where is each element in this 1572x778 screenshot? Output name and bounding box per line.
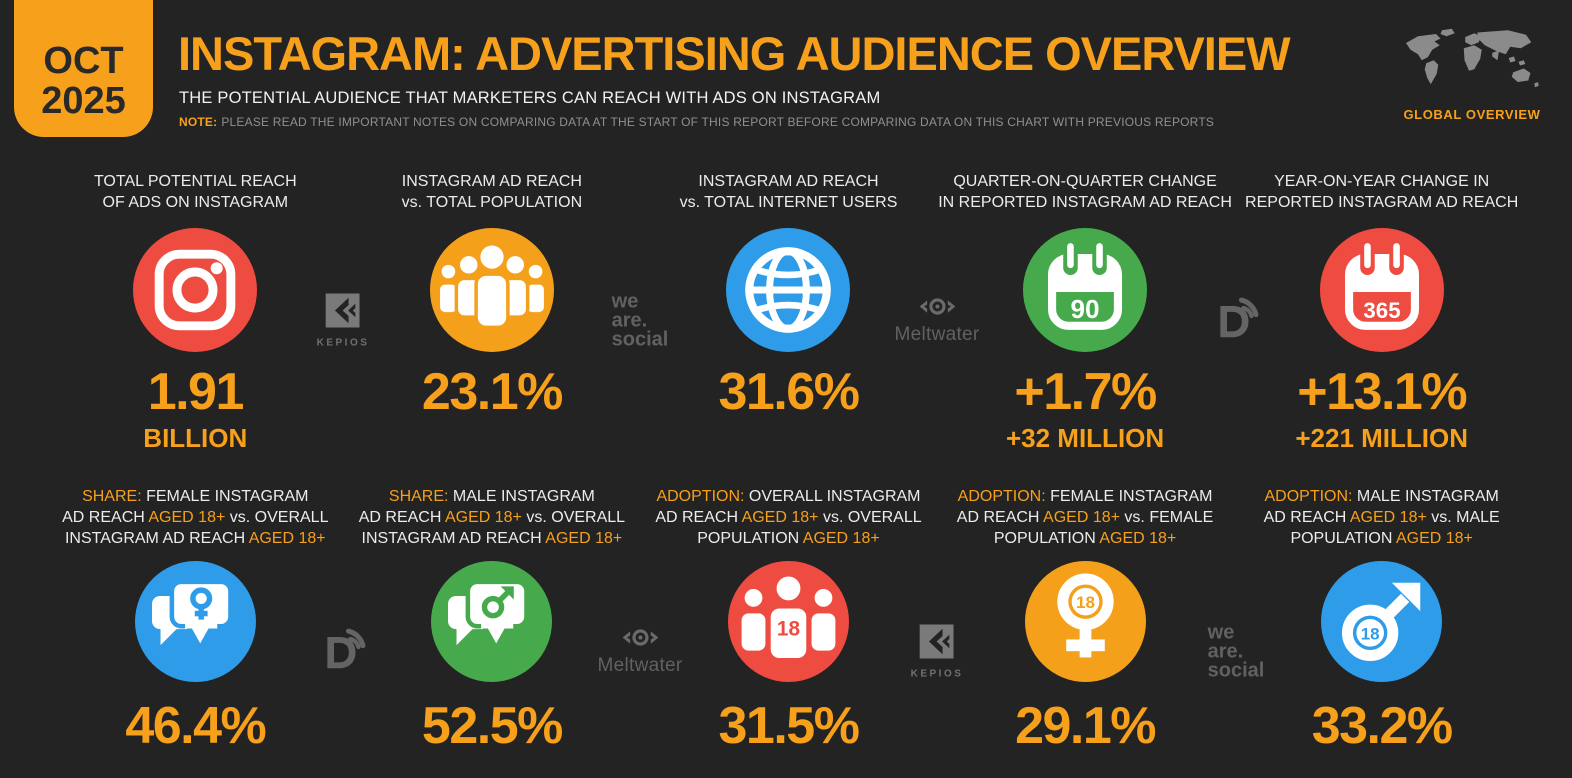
stat-label: INSTAGRAM AD REACH vs. TOTAL INTERNET USE… (679, 173, 898, 211)
stat-card: ADOPTION: FEMALE INSTAGRAM AD REACH AGED … (937, 487, 1234, 752)
note-text: PLEASE READ THE IMPORTANT NOTES ON COMPA… (221, 115, 1215, 129)
stat-label: ADOPTION: FEMALE INSTAGRAM AD REACH AGED … (956, 488, 1214, 547)
stat-value: 31.6% (718, 363, 860, 421)
region-label: GLOBAL OVERVIEW (1403, 107, 1541, 122)
stat-label: ADOPTION: OVERALL INSTAGRAM AD REACH AGED… (655, 488, 922, 547)
stat-card: TOTAL POTENTIAL REACH OF ADS ON INSTAGRAM… (47, 172, 344, 451)
meltwater-logo: Meltwater (597, 627, 682, 677)
stat-value: 1.91 (147, 363, 245, 421)
page-title: INSTAGRAM: ADVERTISING AUDIENCE OVERVIEW (178, 27, 1291, 80)
svg-text:18: 18 (1076, 593, 1095, 612)
world-map-icon (1406, 28, 1539, 88)
stat-subvalue: BILLION (143, 423, 248, 453)
stat-card: ADOPTION: OVERALL INSTAGRAM AD REACH AGED… (640, 487, 937, 752)
stat-value: 29.1% (1015, 697, 1156, 755)
meltwater-logo: Meltwater (894, 296, 979, 346)
we-are-social-logo: we are. social (611, 290, 669, 351)
page-note: NOTE: PLEASE READ THE IMPORTANT NOTES ON … (179, 115, 1214, 129)
stat-label: SHARE: MALE INSTAGRAM AD REACH AGED 18+ v… (358, 488, 626, 547)
stat-card: QUARTER-ON-QUARTER CHANGE IN REPORTED INS… (937, 172, 1234, 451)
kepios-logo: KEPIOS (316, 293, 370, 349)
stat-card: ADOPTION: MALE INSTAGRAM AD REACH AGED 18… (1233, 487, 1530, 752)
svg-text:18: 18 (777, 618, 800, 641)
stat-value: 46.4% (125, 697, 266, 755)
page-subtitle: THE POTENTIAL AUDIENCE THAT MARKETERS CA… (179, 89, 881, 107)
stat-label: INSTAGRAM AD REACH vs. TOTAL POPULATION (401, 173, 583, 211)
stat-card: SHARE: MALE INSTAGRAM AD REACH AGED 18+ v… (344, 487, 641, 752)
region-block: GLOBAL OVERVIEW (1394, 26, 1550, 122)
stat-value: +13.1% (1297, 363, 1467, 421)
stat-label: ADOPTION: MALE INSTAGRAM AD REACH AGED 18… (1263, 488, 1500, 547)
instagram-icon (133, 228, 258, 352)
people-18-icon: 18 (727, 561, 849, 682)
we-are-social-logo: we are. social (1207, 621, 1265, 682)
note-label: NOTE: (179, 115, 218, 129)
date-month: OCT (43, 39, 124, 82)
kepios-label: KEPIOS (910, 668, 964, 680)
stat-subvalue: +32 MILLION (1005, 423, 1165, 453)
stat-card: SHARE: FEMALE INSTAGRAM AD REACH AGED 18+… (47, 487, 344, 752)
chat-male-icon (431, 561, 553, 682)
people-icon (429, 228, 554, 352)
stat-value: +1.7% (1014, 363, 1157, 421)
stat-label: YEAR-ON-YEAR CHANGE IN REPORTED INSTAGRAM… (1245, 173, 1519, 211)
stats-row-1: TOTAL POTENTIAL REACH OF ADS ON INSTAGRAM… (47, 172, 1530, 451)
calendar-icon: 365 (1319, 228, 1444, 352)
kepios-logo: KEPIOS (910, 624, 964, 680)
stat-label: SHARE: FEMALE INSTAGRAM AD REACH AGED 18+… (62, 488, 329, 547)
stat-value: 33.2% (1311, 697, 1453, 755)
stat-value: 23.1% (421, 363, 563, 421)
globe-icon (726, 228, 851, 352)
stat-value: 52.5% (421, 697, 563, 755)
calendar-icon: 90 (1023, 228, 1148, 352)
svg-text:365: 365 (1363, 298, 1400, 323)
female-18-icon: 18 (1024, 561, 1146, 682)
meltwater-label: Meltwater (894, 324, 980, 345)
datareportal-logo (1211, 294, 1261, 349)
meltwater-label: Meltwater (597, 655, 683, 676)
stat-label: QUARTER-ON-QUARTER CHANGE IN REPORTED INS… (938, 173, 1232, 211)
date-year: 2025 (41, 79, 126, 122)
datareportal-logo (318, 625, 368, 680)
stat-label: TOTAL POTENTIAL REACH OF ADS ON INSTAGRAM (93, 173, 297, 211)
chat-female-icon (134, 561, 256, 682)
stat-value: 31.5% (718, 697, 860, 755)
date-badge: OCT 2025 (14, 0, 153, 137)
svg-text:18: 18 (1361, 624, 1380, 643)
stat-card: INSTAGRAM AD REACH vs. TOTAL INTERNET USE… (640, 172, 937, 451)
male-18-icon: 18 (1321, 561, 1443, 682)
kepios-label: KEPIOS (316, 337, 370, 349)
stat-subvalue: +221 MILLION (1295, 423, 1468, 453)
stat-card: INSTAGRAM AD REACH vs. TOTAL POPULATION 2… (344, 172, 641, 451)
svg-text:90: 90 (1071, 294, 1100, 324)
stats-row-2: SHARE: FEMALE INSTAGRAM AD REACH AGED 18+… (47, 487, 1530, 752)
stat-card: YEAR-ON-YEAR CHANGE IN REPORTED INSTAGRAM… (1233, 172, 1530, 451)
